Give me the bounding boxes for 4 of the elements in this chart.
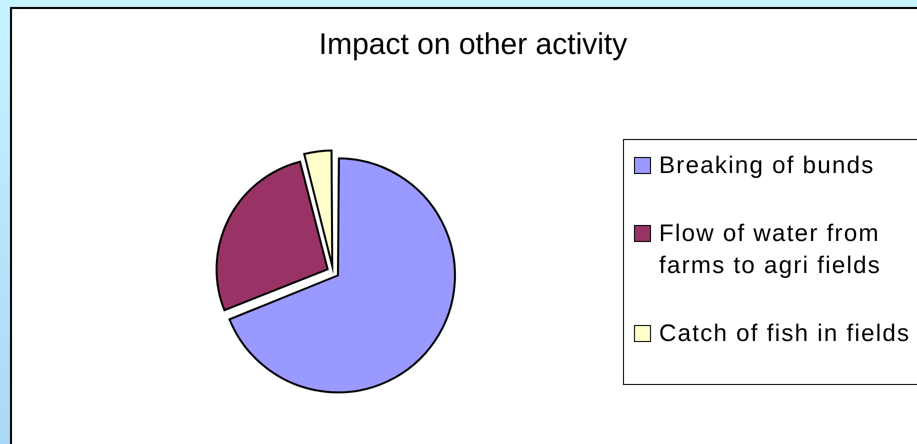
legend-label: Catch of fish in fields [659, 319, 912, 349]
chart-title: Impact on other activity [318, 28, 628, 62]
legend-label: Breaking of bunds [659, 151, 876, 181]
legend-label: Flow of water from farms to agri fields [659, 219, 882, 281]
